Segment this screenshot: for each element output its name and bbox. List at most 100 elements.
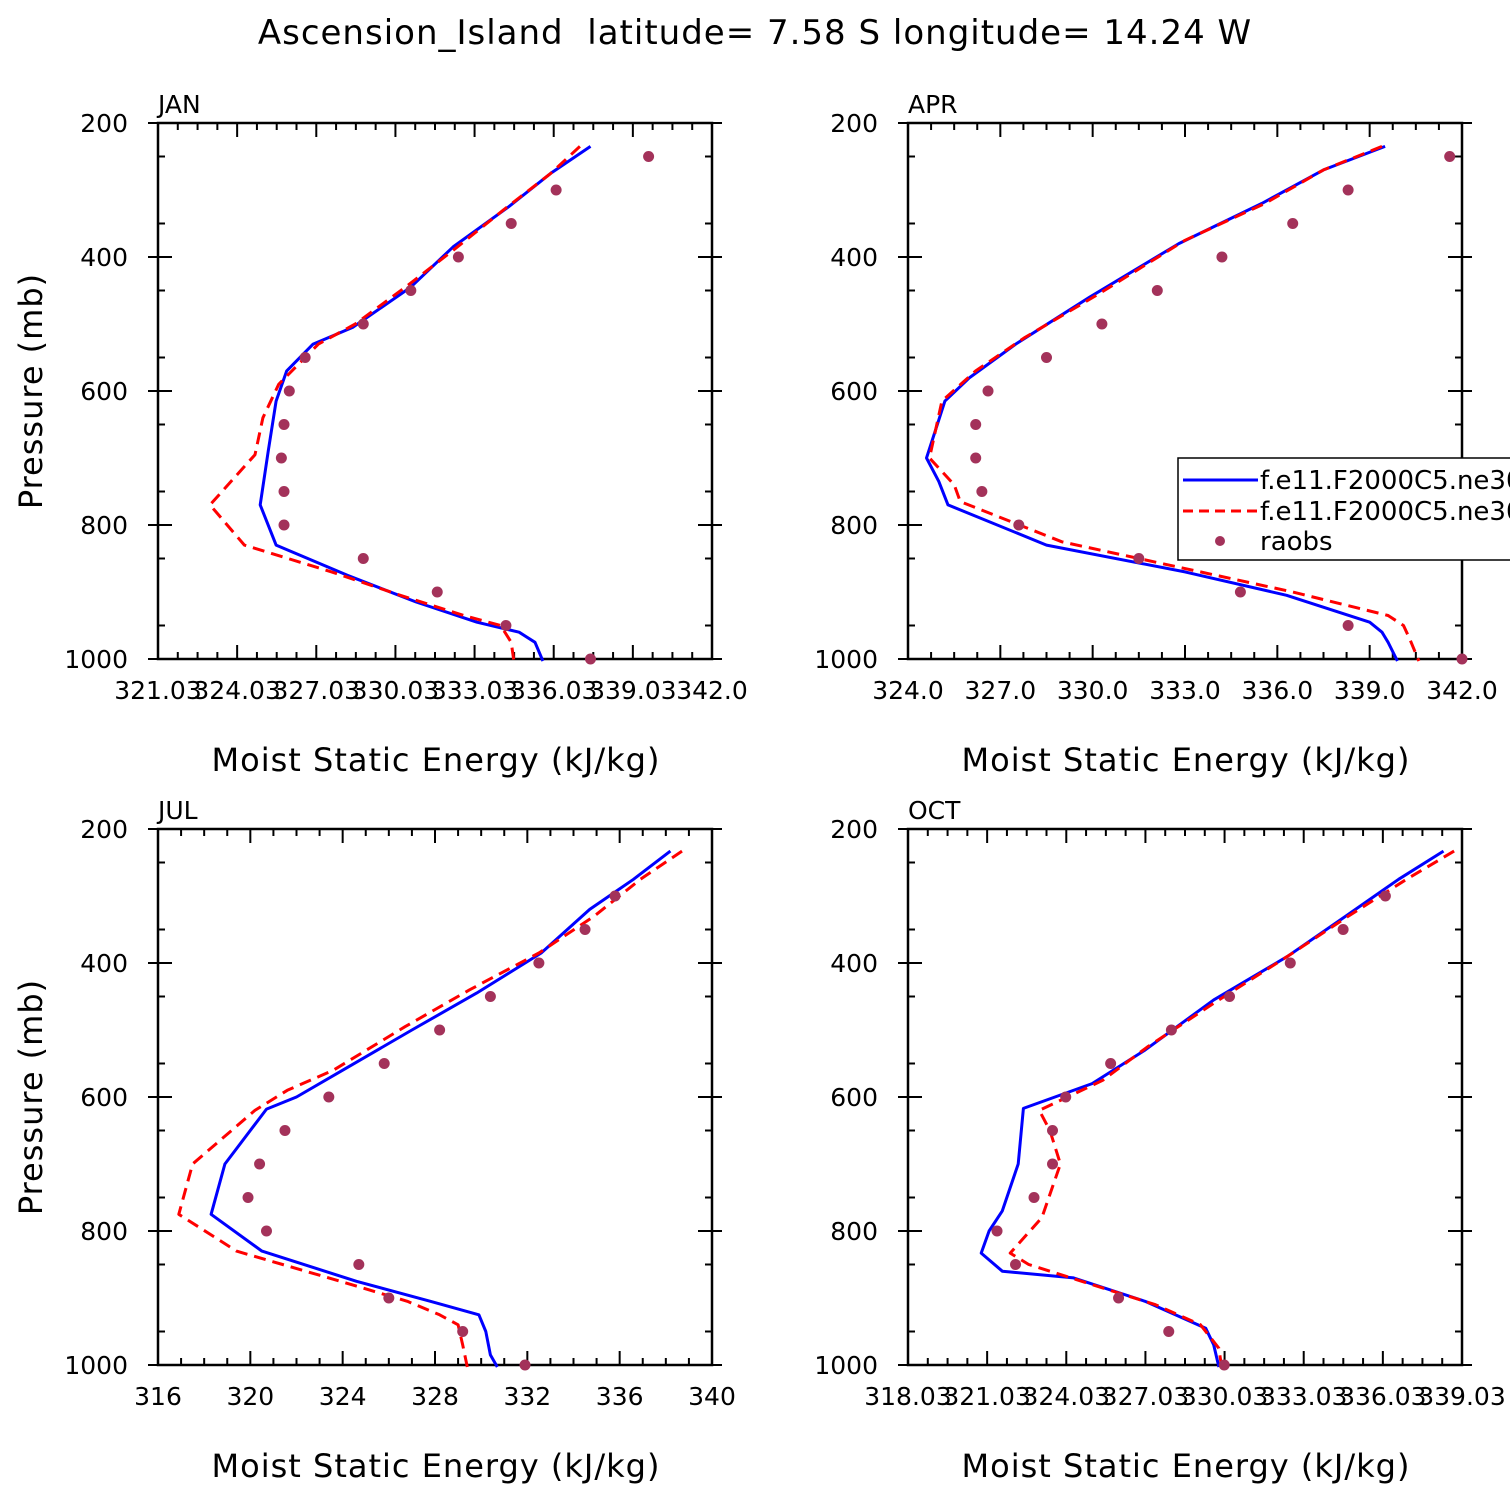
x-tick-label: 332	[503, 1382, 551, 1411]
y-tick-label: 400	[830, 949, 878, 978]
raobs-point	[484, 991, 496, 1002]
raobs-point	[1165, 1024, 1177, 1036]
raobs-point	[1342, 620, 1354, 631]
x-tick-label: 340	[688, 1382, 736, 1411]
raobs-point	[278, 486, 290, 497]
raobs-point	[1113, 1292, 1125, 1304]
raobs-point	[1096, 318, 1108, 330]
x-axis-label: Moist Static Energy (kJ/kg)	[962, 741, 1411, 779]
raobs-point	[533, 957, 545, 969]
raobs-point	[378, 1058, 390, 1069]
raobs-point	[434, 1024, 446, 1036]
raobs-point	[1028, 1192, 1040, 1203]
raobs-point	[1337, 924, 1349, 935]
raobs-point	[500, 620, 512, 631]
raobs-point	[431, 586, 443, 598]
y-tick-label: 600	[80, 1083, 128, 1112]
raobs-point	[579, 924, 591, 935]
y-tick-label: 200	[80, 109, 128, 138]
raobs-point	[1010, 1259, 1022, 1270]
x-tick-label: 333.0	[1149, 676, 1221, 705]
raobs-point	[991, 1225, 1003, 1237]
raobs-point	[1163, 1326, 1175, 1337]
raobs-point	[278, 519, 290, 531]
raobs-point	[1287, 218, 1299, 229]
legend-label-3: raobs	[1260, 527, 1333, 557]
legend-label-2: f.e11.F2000C5.ne30_0.9x1.25.cam5_1	[1260, 497, 1510, 527]
x-tick-label: 324.03	[1023, 1382, 1110, 1411]
raobs-point	[405, 285, 417, 296]
panel-label: OCT	[908, 796, 961, 825]
panel-oct: 318.03321.03324.03327.03330.03333.03336.…	[814, 796, 1505, 1485]
raobs-point	[452, 251, 464, 263]
x-axis-label: Moist Static Energy (kJ/kg)	[212, 1447, 661, 1485]
x-tick-label: 327.03	[1102, 1382, 1189, 1411]
legend-label-1: f.e11.F2000C5.ne30_0.9x1.25.cam5_2	[1260, 466, 1510, 496]
raobs-point	[1234, 586, 1246, 598]
y-tick-label: 1000	[64, 1351, 128, 1380]
legend: f.e11.F2000C5.ne30_0.9x1.25.cam5_2 f.e11…	[1177, 457, 1510, 561]
y-tick-label: 600	[80, 377, 128, 406]
model-line-dashed	[177, 849, 683, 1368]
x-tick-label: 324.03	[193, 676, 280, 705]
raobs-point	[242, 1192, 254, 1203]
panel-label: JUL	[156, 796, 198, 825]
x-tick-label: 327.0	[965, 676, 1037, 705]
x-tick-label: 318.03	[864, 1382, 951, 1411]
x-axis-label: Moist Static Energy (kJ/kg)	[212, 741, 661, 779]
model-line-dashed	[928, 145, 1421, 662]
raobs-point	[254, 1158, 266, 1170]
raobs-point	[323, 1091, 335, 1103]
raobs-point	[383, 1292, 395, 1304]
raobs-point	[584, 653, 596, 665]
x-tick-label: 316	[134, 1382, 182, 1411]
y-tick-label: 600	[830, 1083, 878, 1112]
x-tick-label: 321.03	[114, 676, 201, 705]
raobs-point	[1444, 151, 1456, 162]
model-line-solid	[258, 145, 592, 662]
y-tick-label: 800	[830, 511, 878, 540]
x-tick-label: 321.03	[943, 1382, 1030, 1411]
raobs-point	[1218, 1359, 1230, 1371]
y-tick-label: 1000	[814, 645, 878, 674]
raobs-point	[982, 385, 994, 397]
y-tick-label: 800	[80, 511, 128, 540]
y-tick-label: 400	[80, 243, 128, 272]
x-tick-label: 330.03	[1181, 1382, 1268, 1411]
raobs-point	[457, 1326, 469, 1337]
panel-label: APR	[908, 90, 958, 119]
x-tick-label: 333.03	[1260, 1382, 1347, 1411]
x-tick-label: 324	[319, 1382, 367, 1411]
panel-label: JAN	[156, 90, 201, 119]
raobs-point	[1105, 1058, 1117, 1069]
raobs-point	[976, 486, 988, 497]
x-axis-label: Moist Static Energy (kJ/kg)	[962, 1447, 1411, 1485]
figure-title: Ascension_Island latitude= 7.58 S longit…	[258, 13, 1252, 53]
raobs-point	[275, 452, 287, 464]
raobs-point	[1151, 285, 1163, 296]
raobs-point	[970, 419, 982, 430]
y-tick-label: 1000	[64, 645, 128, 674]
y-tick-label: 200	[830, 815, 878, 844]
raobs-point	[1060, 1091, 1072, 1103]
raobs-point	[1133, 553, 1145, 564]
raobs-point	[278, 419, 290, 430]
x-tick-label: 320	[226, 1382, 274, 1411]
x-tick-label: 336.03	[510, 676, 597, 705]
legend-box	[1177, 457, 1510, 561]
x-tick-label: 336.03	[1339, 1382, 1426, 1411]
legend-marker-raobs	[1215, 536, 1225, 546]
x-tick-label: 342.0	[1426, 676, 1498, 705]
raobs-point	[1041, 352, 1052, 363]
x-tick-label: 339.0	[1334, 676, 1406, 705]
y-tick-label: 200	[80, 815, 128, 844]
raobs-point	[357, 318, 369, 330]
raobs-point	[283, 385, 295, 397]
x-tick-label: 328	[411, 1382, 459, 1411]
raobs-point	[1224, 991, 1236, 1002]
raobs-point	[279, 1125, 291, 1136]
y-tick-label: 200	[830, 109, 878, 138]
y-tick-label: 800	[830, 1217, 878, 1246]
raobs-point	[643, 151, 655, 162]
